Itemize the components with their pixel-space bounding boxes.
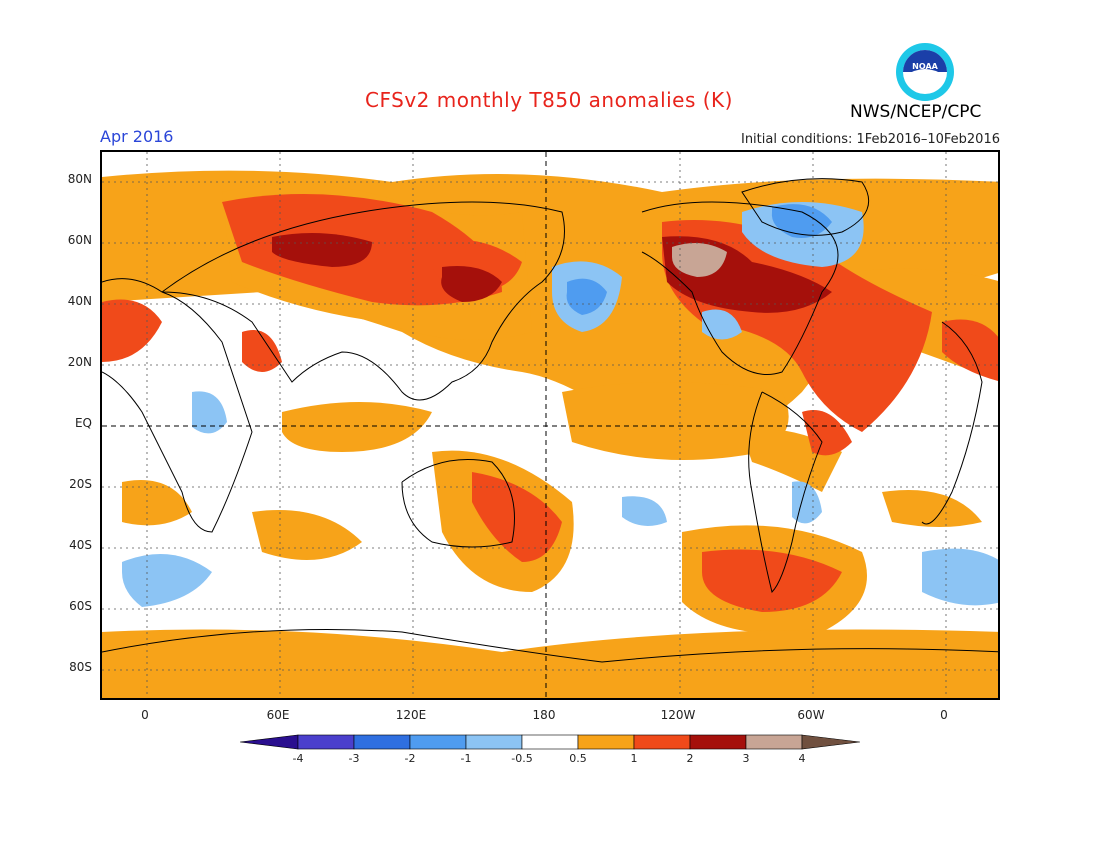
colorbar-label: 3: [742, 752, 750, 765]
colorbar-cell: [353, 734, 411, 750]
lon-label: 180: [532, 708, 556, 722]
lat-label: 80N: [67, 172, 92, 186]
colorbar-label: -1: [460, 752, 472, 765]
colorbar-cell: [297, 734, 355, 750]
colorbar-arrow-low: [240, 734, 299, 750]
equator-dateline: [102, 152, 998, 698]
map-canvas: [102, 152, 998, 698]
colorbar-label: 2: [686, 752, 694, 765]
colorbar-cell: [633, 734, 691, 750]
lat-label: 40S: [69, 538, 92, 552]
lat-label: 80S: [69, 660, 92, 674]
colorbar-label: -0.5: [511, 752, 533, 765]
lon-label: 0: [141, 708, 149, 722]
anomaly-fields-neg1-neg2: [566, 204, 832, 315]
lat-label: 60S: [69, 599, 92, 613]
colorbar-cell: [465, 734, 523, 750]
colorbar-label: 4: [798, 752, 806, 765]
colorbar-cell: [521, 734, 579, 750]
lon-label: 120W: [660, 708, 696, 722]
graticule: [102, 152, 998, 698]
lon-label: 60E: [266, 708, 290, 722]
lat-label: 40N: [67, 294, 92, 308]
lat-label: 60N: [67, 233, 92, 247]
lat-label: EQ: [74, 416, 92, 430]
agency-label: NWS/NCEP/CPC: [850, 102, 982, 122]
lon-label: 120E: [395, 708, 427, 722]
colorbar-cell: [745, 734, 803, 750]
logo-text: NOAA: [912, 62, 938, 71]
anomaly-fields-0.5-1: [102, 170, 998, 698]
map-title: CFSv2 monthly T850 anomalies (K): [365, 88, 733, 112]
lon-label: 0: [940, 708, 948, 722]
colorbar-arrow-high: [801, 734, 860, 750]
lat-label: 20N: [67, 355, 92, 369]
colorbar-cell: [577, 734, 635, 750]
anomaly-map: [100, 150, 1000, 700]
coastlines: [102, 178, 998, 663]
initial-conditions-label: Initial conditions: 1Feb2016–10Feb2016: [740, 132, 1000, 147]
colorbar-label: 1: [630, 752, 638, 765]
noaa-logo: NOAA: [896, 43, 954, 101]
anomaly-fields-3-4: [672, 243, 727, 277]
colorbar-label: 0.5: [569, 752, 587, 765]
colorbar-cell: [689, 734, 747, 750]
colorbar-cell: [409, 734, 467, 750]
colorbar: [240, 734, 860, 750]
colorbar-label: -3: [348, 752, 360, 765]
lon-label: 60W: [797, 708, 825, 722]
lat-label: 20S: [69, 477, 92, 491]
colorbar-label: -4: [292, 752, 304, 765]
colorbar-label: -2: [404, 752, 416, 765]
valid-month-label: Apr 2016: [100, 127, 174, 146]
